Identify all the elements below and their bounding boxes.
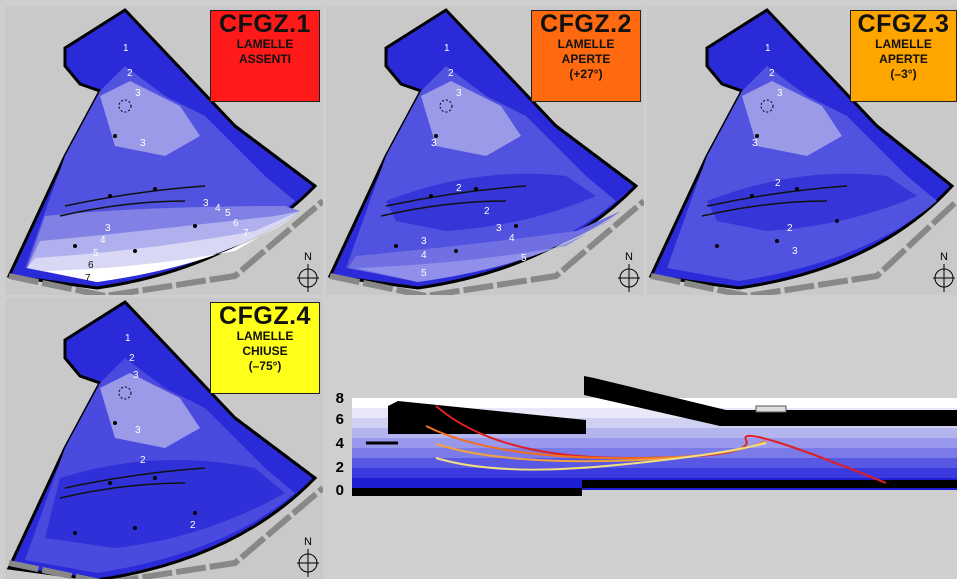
config-line1: LAMELLE <box>557 37 615 51</box>
svg-text:4: 4 <box>100 235 106 246</box>
svg-text:5: 5 <box>421 268 427 279</box>
config-label-cfgz2: CFGZ.2 LAMELLE APERTE (+27°) <box>531 10 641 102</box>
svg-text:4: 4 <box>215 203 221 214</box>
config-line3: (–3°) <box>890 67 917 81</box>
north-label: N <box>625 251 633 263</box>
svg-text:5: 5 <box>93 248 99 259</box>
svg-text:1: 1 <box>444 43 450 54</box>
svg-text:3: 3 <box>105 223 111 234</box>
y-tick-2: 2 <box>335 459 344 476</box>
north-arrow-icon <box>933 264 955 292</box>
config-line1: LAMELLE <box>236 329 294 343</box>
panel-cfgz4: 1 2 3 3 2 2 CFGZ.4 LAMELLE CHIUSE (–75°) N <box>5 298 323 579</box>
svg-text:2: 2 <box>787 223 793 234</box>
section-view: 8 6 4 2 0 <box>326 298 957 579</box>
svg-text:3: 3 <box>752 138 758 149</box>
svg-text:3: 3 <box>133 370 139 381</box>
y-tick-0: 0 <box>335 482 344 499</box>
north-arrow-icon <box>297 549 319 577</box>
svg-text:2: 2 <box>775 178 781 189</box>
contour-plan-cfgz2: 123 322 345 345 <box>327 8 644 295</box>
svg-text:3: 3 <box>140 138 146 149</box>
config-line2: APERTE <box>879 52 928 66</box>
svg-text:3: 3 <box>777 88 783 99</box>
config-label-cfgz4: CFGZ.4 LAMELLE CHIUSE (–75°) <box>210 302 320 394</box>
svg-text:5: 5 <box>521 253 527 264</box>
svg-text:3: 3 <box>792 246 798 257</box>
y-tick-6: 6 <box>335 411 344 428</box>
config-line1: LAMELLE <box>875 37 932 51</box>
svg-text:3: 3 <box>431 138 437 149</box>
svg-text:3: 3 <box>421 236 427 247</box>
config-title: CFGZ.3 <box>857 10 950 38</box>
svg-text:2: 2 <box>448 68 454 79</box>
y-tick-4: 4 <box>335 435 344 452</box>
y-tick-8: 8 <box>335 390 344 407</box>
svg-text:3: 3 <box>135 425 141 436</box>
svg-text:2: 2 <box>140 455 146 466</box>
config-line2: CHIUSE <box>242 344 288 358</box>
svg-text:6: 6 <box>88 260 94 271</box>
north-arrow-icon <box>618 264 640 292</box>
svg-text:7: 7 <box>85 273 91 284</box>
svg-text:2: 2 <box>456 183 462 194</box>
svg-text:1: 1 <box>123 43 129 54</box>
config-line3: (+27°) <box>569 67 603 81</box>
north-arrow-icon <box>297 264 319 292</box>
svg-text:3: 3 <box>496 223 502 234</box>
svg-text:6: 6 <box>233 218 239 229</box>
section-diagram <box>352 376 957 496</box>
contour-plan-cfgz3: 123 322 3 <box>648 8 957 295</box>
config-title: CFGZ.2 <box>540 10 632 38</box>
svg-text:2: 2 <box>769 68 775 79</box>
config-line1: LAMELLE <box>236 37 294 51</box>
config-line2: ASSENTI <box>238 52 291 66</box>
svg-text:4: 4 <box>509 233 515 244</box>
north-label: N <box>304 536 312 548</box>
config-line3: (–75°) <box>248 359 282 373</box>
config-line2: APERTE <box>561 52 611 66</box>
config-label-cfgz1: CFGZ.1 LAMELLE ASSENTI <box>210 10 320 102</box>
svg-text:2: 2 <box>129 353 135 364</box>
svg-text:3: 3 <box>135 88 141 99</box>
contour-plan-cfgz4: 1 2 3 3 2 2 <box>6 300 323 579</box>
config-title: CFGZ.1 <box>219 10 311 38</box>
contour-plan-cfgz1: 123 33 4 567 345 67 <box>6 8 323 295</box>
svg-text:1: 1 <box>765 43 771 54</box>
svg-text:3: 3 <box>456 88 462 99</box>
svg-text:1: 1 <box>125 333 131 344</box>
svg-text:7: 7 <box>243 228 249 239</box>
config-label-cfgz3: CFGZ.3 LAMELLE APERTE (–3°) <box>850 10 957 102</box>
svg-text:2: 2 <box>190 520 196 531</box>
north-label: N <box>304 251 312 263</box>
svg-text:5: 5 <box>225 208 231 219</box>
config-title: CFGZ.4 <box>219 302 311 330</box>
svg-text:2: 2 <box>127 68 133 79</box>
svg-text:2: 2 <box>484 206 490 217</box>
svg-text:4: 4 <box>421 250 427 261</box>
north-label: N <box>940 251 948 263</box>
svg-text:3: 3 <box>203 198 209 209</box>
